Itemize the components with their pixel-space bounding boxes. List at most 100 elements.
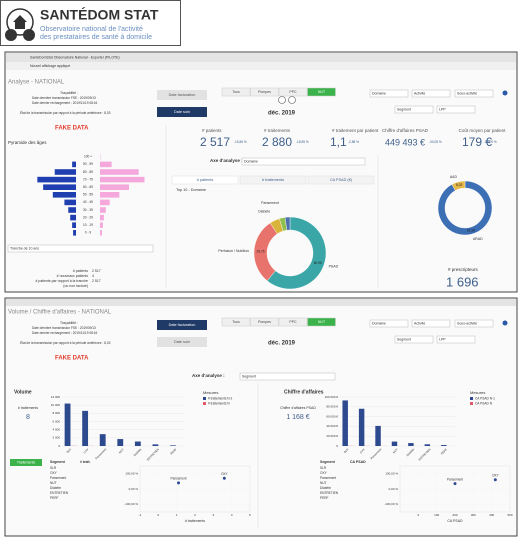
kpi-value: 179 € — [462, 135, 492, 149]
trace-title: Traçabilité : — [60, 91, 78, 95]
age-label: 20 - 29 — [83, 215, 93, 219]
filter[interactable] — [411, 89, 451, 98]
logo-subtitle: Observatoire national de l'activité — [40, 26, 143, 33]
kpi-label: # prescripteurs — [448, 267, 479, 272]
domain-tab-label: Tous — [232, 90, 240, 94]
select[interactable] — [239, 372, 336, 381]
filter-label: Activité — [414, 91, 425, 95]
filter[interactable] — [369, 89, 409, 98]
point-label: OXY — [221, 472, 229, 476]
period: déc. 2019 — [268, 111, 296, 117]
domain-tab[interactable] — [250, 87, 279, 97]
y-tick-label: 80 000 € — [326, 405, 338, 409]
filter-label: LPP — [439, 337, 446, 341]
measure-tab[interactable] — [171, 175, 239, 185]
logo-plus — [5, 29, 17, 41]
domain-tab-label: PPC — [289, 90, 297, 94]
domain-tab[interactable] — [221, 87, 251, 97]
page-title: Volume / Chiffre d'affaires - NATIONAL — [8, 310, 112, 316]
kpi-value: 1 696 — [446, 274, 479, 289]
domain-tab[interactable] — [250, 317, 279, 327]
domain-tab[interactable] — [307, 317, 336, 327]
date-button[interactable] — [157, 107, 207, 117]
axis-label: Axe d'analyse : — [210, 158, 243, 163]
bar — [82, 410, 89, 446]
kpi-value: 2 880 — [262, 135, 292, 149]
filter[interactable] — [394, 105, 434, 114]
date-button[interactable] — [157, 320, 207, 330]
period: déc. 2019 — [268, 341, 296, 347]
age-label: 30 - 39 — [83, 208, 93, 212]
kpi-label: # patients — [202, 128, 222, 133]
trace-line: Date dernière transmission FSE : 2019/09… — [32, 326, 96, 330]
legend-label: # traitements N — [208, 401, 230, 405]
period-arrow[interactable] — [288, 96, 296, 104]
select-label: Domaine — [244, 159, 258, 163]
x-tick-label: OXY — [359, 447, 366, 454]
age-label: 60 - 69 — [83, 185, 93, 189]
domain-tab[interactable] — [278, 87, 308, 97]
bar — [117, 439, 124, 446]
period-arrow[interactable] — [278, 96, 286, 104]
y-tick-label: 100,00 % — [385, 471, 398, 475]
bar — [100, 230, 102, 236]
table-cell: Pansement — [50, 476, 66, 480]
x-tick-label: 4 — [231, 513, 233, 517]
table-header: Segment — [320, 460, 336, 464]
legend-label: CA PSAD N-1 — [475, 396, 495, 400]
data-label: 29,76 — [257, 249, 265, 253]
kpi-delta: -18,95 % — [296, 140, 309, 144]
filter[interactable] — [394, 335, 434, 344]
x-tick-label: 1 — [176, 513, 178, 517]
age-label: 40 - 49 — [83, 200, 93, 204]
page-title: Analyse - NATIONAL — [8, 80, 65, 86]
help-icon — [502, 320, 508, 326]
domain-tab[interactable] — [278, 317, 308, 327]
filter[interactable] — [436, 105, 476, 114]
kpi-value: 8 — [26, 414, 30, 421]
toolbar — [6, 62, 516, 70]
select[interactable] — [7, 244, 154, 253]
kpi-delta: -16,55 % — [234, 140, 247, 144]
bar — [100, 184, 129, 190]
measure-tab[interactable] — [239, 175, 307, 185]
domain-tab[interactable] — [307, 87, 336, 97]
bar — [152, 444, 159, 446]
age-label: 70 - 79 — [83, 177, 93, 181]
trace-line: Date dernier rechargement : 2019/11/19 0… — [32, 331, 98, 335]
x-tick-label: 200 — [452, 513, 457, 517]
domain-tab-label: Pompes — [258, 320, 271, 324]
data-label: 91,98 — [467, 229, 475, 233]
age-label: 10 - 19 — [83, 223, 93, 227]
x-tick-label: 500 — [507, 513, 512, 517]
select[interactable] — [241, 157, 366, 166]
date-button[interactable] — [157, 90, 207, 100]
domain-tab-label: Pompes — [258, 90, 271, 94]
measure-tab[interactable] — [307, 175, 375, 185]
table-cell: NUT — [320, 481, 327, 485]
bar — [358, 408, 365, 446]
filter[interactable] — [436, 335, 476, 344]
domain-tab[interactable] — [221, 317, 251, 327]
filter[interactable] — [369, 319, 409, 328]
bar — [100, 192, 120, 198]
trace-title: Traçabilité : — [60, 321, 78, 325]
treatments-button[interactable] — [10, 459, 42, 466]
date-button-label: Date facturation — [169, 323, 196, 327]
bar — [70, 214, 76, 221]
bar — [441, 445, 447, 446]
table-cell: NUT — [50, 481, 57, 485]
filter[interactable] — [454, 319, 494, 328]
date-button[interactable] — [157, 337, 207, 347]
bar — [72, 222, 76, 228]
filter[interactable] — [454, 89, 494, 98]
filter-label: LPP — [439, 107, 446, 111]
age-label: 50 - 59 — [83, 193, 93, 197]
stat-label: # patients par rapport à la tranche — [35, 279, 88, 283]
table-cell: OXY — [320, 471, 328, 475]
x-tick-label: -1 — [139, 513, 142, 517]
filter[interactable] — [411, 319, 451, 328]
kpi-label: # traitements — [264, 128, 291, 133]
category-label: Pansement — [261, 201, 279, 205]
filter-label: Activité — [414, 321, 425, 325]
